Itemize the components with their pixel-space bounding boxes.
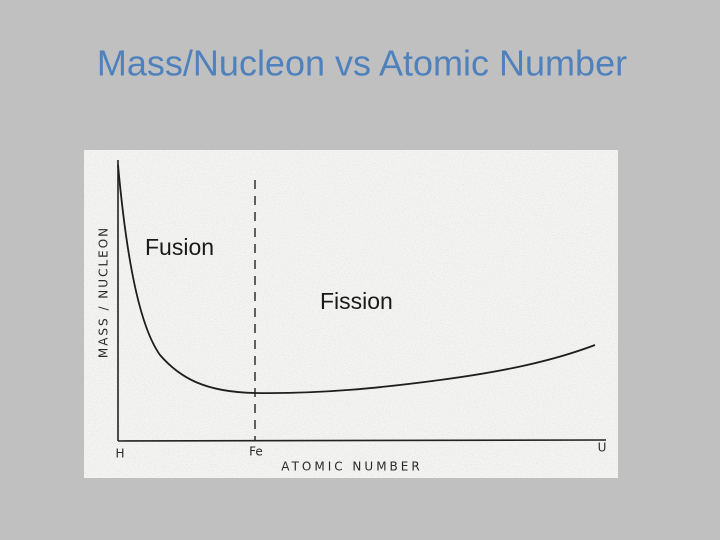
binding-curve [117, 164, 596, 395]
x-axis-label: ATOMIC NUMBER [281, 460, 422, 474]
figure-texture [84, 150, 618, 478]
x-label: U [598, 441, 607, 455]
figure: MASS / NUCLEON H Fe U ATOMIC NUMBER Fusi… [84, 150, 618, 478]
y-axis-label: MASS / NUCLEON [97, 226, 111, 358]
fission-label: Fission [320, 288, 393, 314]
x-axis [117, 439, 607, 442]
x-label: Fe [249, 445, 263, 459]
fusion-label: Fusion [145, 234, 214, 260]
x-label: H [115, 447, 124, 461]
slide-title: Mass/Nucleon vs Atomic Number [97, 43, 627, 84]
